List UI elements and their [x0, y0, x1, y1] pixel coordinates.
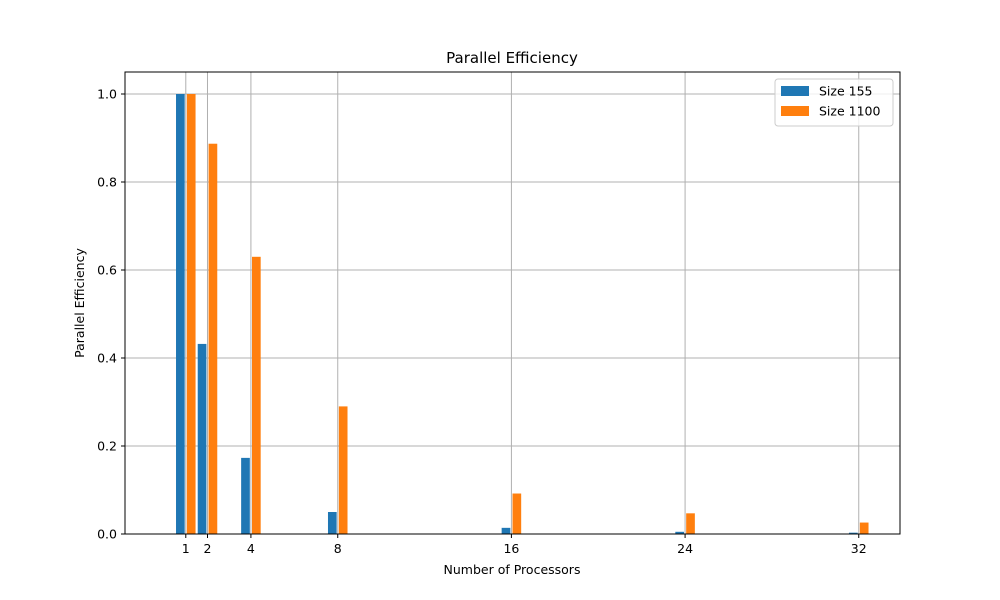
bar-size-155-p16 — [501, 527, 511, 534]
x-axis-label: Number of Processors — [444, 562, 581, 577]
y-axis-label: Parallel Efficiency — [72, 248, 87, 358]
axis-ticks: 0.00.20.40.60.81.01 2 4 8 16 24 32 — [97, 87, 867, 557]
bar-size-1100-p16 — [512, 493, 522, 534]
y-tick-label: 0.8 — [97, 175, 117, 190]
bar-size-155-p32 — [848, 532, 858, 534]
bar-size-155-p24 — [675, 531, 684, 534]
x-tick-label: 32 — [851, 541, 867, 556]
legend-label-size-155: Size 155 — [819, 84, 873, 99]
legend: Size 155 Size 1100 — [774, 78, 894, 127]
bar-size-1100-p4 — [251, 256, 261, 534]
y-tick-label: 0.0 — [97, 527, 117, 542]
chart-title: Parallel Efficiency — [446, 49, 578, 67]
bar-size-1100-p8 — [338, 406, 348, 534]
bar-size-155-p1 — [176, 94, 185, 534]
plot-frame — [124, 71, 901, 535]
bar-size-1100-p24 — [686, 513, 695, 534]
legend-swatch-size-155 — [781, 86, 809, 96]
y-tick-label: 1.0 — [97, 87, 117, 102]
legend-swatch-size-1100 — [781, 106, 809, 116]
bar-size-1100-p2 — [208, 143, 218, 534]
x-tick-label: 4 — [247, 541, 255, 556]
bar-size-1100-p1 — [186, 94, 196, 534]
y-tick-label: 0.6 — [97, 263, 117, 278]
bar-size-155-p2 — [197, 343, 207, 534]
bar-size-155-p4 — [241, 457, 250, 534]
bar-size-1100-p32 — [859, 522, 869, 534]
y-tick-label: 0.2 — [97, 439, 117, 454]
bars — [176, 94, 869, 534]
y-tick-label: 0.4 — [97, 351, 117, 366]
bar-size-155-p8 — [327, 512, 337, 534]
x-tick-label: 2 — [204, 541, 212, 556]
x-tick-label: 1 — [182, 541, 190, 556]
x-tick-label: 24 — [677, 541, 693, 556]
x-tick-label: 16 — [503, 541, 519, 556]
legend-label-size-1100: Size 1100 — [819, 104, 880, 119]
x-tick-label: 8 — [334, 541, 342, 556]
